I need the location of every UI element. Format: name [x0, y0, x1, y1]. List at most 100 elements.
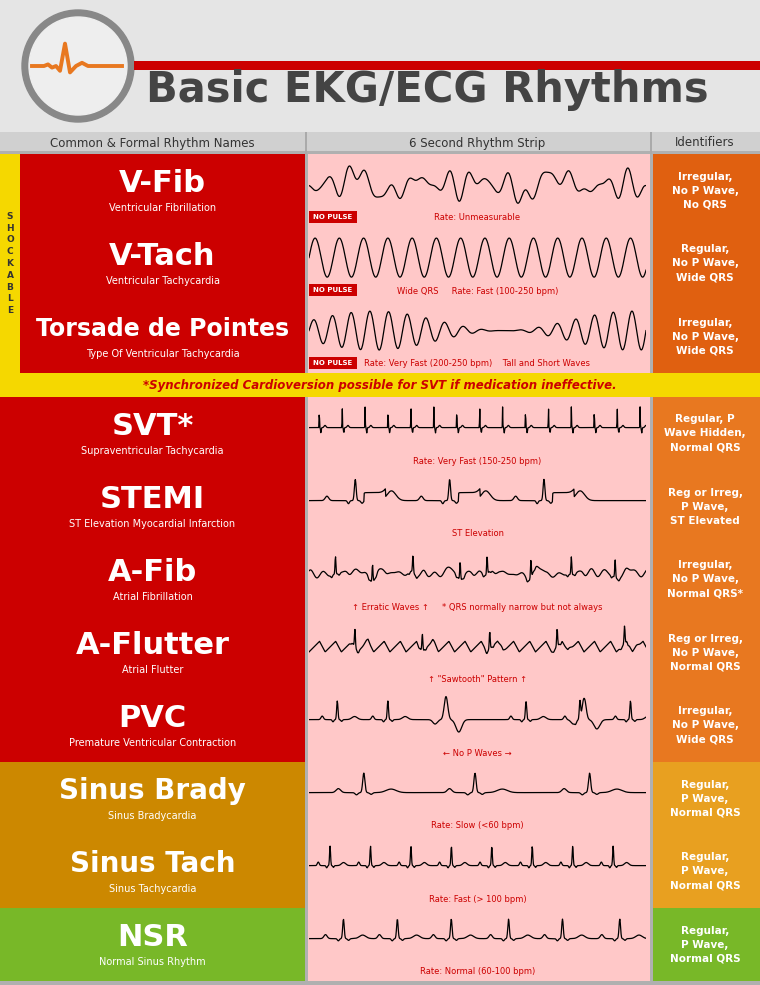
- Bar: [650, 227, 653, 300]
- Text: Ventricular Fibrillation: Ventricular Fibrillation: [109, 203, 216, 213]
- Text: Irregular,
No P Wave,
Wide QRS: Irregular, No P Wave, Wide QRS: [672, 706, 739, 745]
- Circle shape: [29, 17, 127, 115]
- Text: Premature Ventricular Contraction: Premature Ventricular Contraction: [69, 738, 236, 748]
- Text: NO PULSE: NO PULSE: [313, 360, 353, 366]
- Text: Regular,
No P Wave,
Wide QRS: Regular, No P Wave, Wide QRS: [672, 244, 739, 283]
- Bar: [305, 154, 650, 227]
- Bar: [309, 211, 357, 223]
- Text: ↑ Erratic Waves ↑     * QRS normally narrow but not always: ↑ Erratic Waves ↑ * QRS normally narrow …: [352, 603, 603, 612]
- Bar: [305, 470, 308, 543]
- Bar: [0, 616, 305, 689]
- Bar: [0, 373, 760, 397]
- Bar: [650, 154, 760, 227]
- Text: Identifiers: Identifiers: [675, 137, 735, 150]
- Bar: [305, 227, 650, 300]
- Bar: [0, 759, 760, 762]
- Bar: [650, 762, 760, 835]
- Bar: [650, 908, 653, 981]
- Text: Rate: Unmeasurable: Rate: Unmeasurable: [435, 214, 521, 223]
- Text: Sinus Tach: Sinus Tach: [70, 850, 236, 879]
- Text: NSR: NSR: [117, 923, 188, 952]
- Bar: [650, 689, 760, 762]
- Text: SVT*: SVT*: [111, 412, 194, 440]
- Bar: [0, 908, 305, 981]
- Bar: [0, 689, 305, 762]
- Bar: [0, 762, 305, 835]
- Text: ↑ "Sawtooth" Pattern ↑: ↑ "Sawtooth" Pattern ↑: [428, 676, 527, 685]
- Bar: [650, 227, 760, 300]
- Bar: [305, 470, 650, 543]
- Text: S
H
O
C
K
A
B
L
E: S H O C K A B L E: [6, 212, 14, 315]
- Text: Atrial Flutter: Atrial Flutter: [122, 665, 183, 675]
- Bar: [305, 908, 308, 981]
- Bar: [0, 297, 760, 300]
- Text: Irregular,
No P Wave,
Wide QRS: Irregular, No P Wave, Wide QRS: [672, 317, 739, 356]
- Bar: [0, 543, 305, 616]
- Bar: [305, 762, 650, 835]
- Bar: [650, 132, 652, 154]
- Text: *Synchronized Cardioversion possible for SVT if medication ineffective.: *Synchronized Cardioversion possible for…: [143, 378, 617, 391]
- Text: Regular,
P Wave,
Normal QRS: Regular, P Wave, Normal QRS: [670, 779, 740, 818]
- Text: Irregular,
No P Wave,
Normal QRS*: Irregular, No P Wave, Normal QRS*: [667, 560, 743, 599]
- Bar: [650, 762, 653, 835]
- Bar: [0, 394, 760, 397]
- Bar: [305, 835, 650, 908]
- Text: ST Elevation: ST Elevation: [451, 530, 503, 539]
- Bar: [20, 227, 305, 300]
- Bar: [650, 616, 653, 689]
- Bar: [650, 154, 653, 227]
- Bar: [305, 689, 308, 762]
- Text: ST Elevation Myocardial Infarction: ST Elevation Myocardial Infarction: [69, 519, 236, 529]
- Bar: [20, 154, 305, 227]
- Text: Rate: Normal (60-100 bpm): Rate: Normal (60-100 bpm): [420, 967, 535, 976]
- Bar: [650, 470, 653, 543]
- Bar: [0, 0, 760, 132]
- Bar: [650, 397, 760, 470]
- Bar: [0, 832, 760, 835]
- Bar: [0, 132, 760, 154]
- Bar: [305, 132, 307, 154]
- Bar: [305, 616, 650, 689]
- Bar: [305, 616, 308, 689]
- Text: Common & Formal Rhythm Names: Common & Formal Rhythm Names: [49, 137, 255, 150]
- Bar: [0, 467, 760, 470]
- Text: Rate: Very Fast (200-250 bpm)    Tall and Short Waves: Rate: Very Fast (200-250 bpm) Tall and S…: [365, 360, 591, 368]
- Text: NO PULSE: NO PULSE: [313, 214, 353, 220]
- Bar: [305, 543, 650, 616]
- Bar: [0, 905, 760, 908]
- Bar: [305, 762, 308, 835]
- Bar: [650, 689, 653, 762]
- Bar: [305, 300, 308, 373]
- Bar: [650, 543, 760, 616]
- Bar: [309, 357, 357, 369]
- Bar: [0, 154, 20, 373]
- Text: Rate: Very Fast (150-250 bpm): Rate: Very Fast (150-250 bpm): [413, 456, 542, 466]
- Bar: [305, 300, 650, 373]
- Bar: [305, 227, 308, 300]
- Bar: [309, 284, 357, 296]
- Text: Supraventricular Tachycardia: Supraventricular Tachycardia: [81, 446, 223, 456]
- Bar: [305, 689, 650, 762]
- Text: 6 Second Rhythm Strip: 6 Second Rhythm Strip: [409, 137, 545, 150]
- Bar: [0, 686, 760, 689]
- Text: Regular, P
Wave Hidden,
Normal QRS: Regular, P Wave Hidden, Normal QRS: [664, 415, 746, 452]
- Bar: [0, 224, 760, 227]
- Bar: [134, 61, 760, 70]
- Bar: [0, 835, 305, 908]
- Text: Irregular,
No P Wave,
No QRS: Irregular, No P Wave, No QRS: [672, 171, 739, 210]
- Bar: [0, 613, 760, 616]
- Text: A-Flutter: A-Flutter: [75, 630, 230, 660]
- Text: Rate: Fast (> 100 bpm): Rate: Fast (> 100 bpm): [429, 894, 527, 903]
- Text: Regular,
P Wave,
Normal QRS: Regular, P Wave, Normal QRS: [670, 926, 740, 963]
- Bar: [650, 835, 760, 908]
- Text: A-Fib: A-Fib: [108, 558, 197, 587]
- Text: NO PULSE: NO PULSE: [313, 287, 353, 293]
- Bar: [0, 982, 760, 985]
- Bar: [650, 300, 653, 373]
- Bar: [0, 151, 760, 154]
- Bar: [305, 397, 308, 470]
- Text: Rate: Slow (<60 bpm): Rate: Slow (<60 bpm): [431, 821, 524, 830]
- Bar: [305, 154, 308, 227]
- Text: Reg or Irreg,
P Wave,
ST Elevated: Reg or Irreg, P Wave, ST Elevated: [667, 488, 743, 526]
- Bar: [0, 470, 305, 543]
